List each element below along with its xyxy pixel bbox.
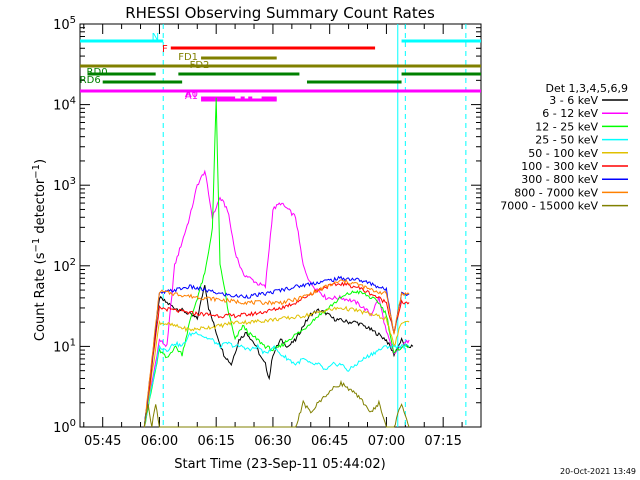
y-axis-label-mid: detector	[33, 178, 48, 238]
legend-entry-label: 800 - 7000 keV	[514, 186, 598, 199]
flag-bar-label: F	[162, 44, 168, 55]
flag-bar-label: N	[152, 32, 159, 43]
legend-entry-label: 25 - 50 keV	[535, 134, 598, 147]
series-line	[143, 305, 410, 428]
legend-entry-label: 12 - 25 keV	[535, 120, 598, 133]
flag-bar-label: RD0	[87, 67, 108, 78]
series-line	[143, 278, 410, 428]
legend-title: Det 1,3,4,5,6,9	[545, 82, 628, 95]
y-axis-label-sup2: −1	[31, 164, 42, 179]
series-line	[143, 169, 410, 428]
series-line	[143, 275, 410, 428]
y-tick-label: 100	[53, 418, 76, 436]
y-axis-label-end: )	[33, 159, 48, 164]
x-tick-label: 06:15	[197, 434, 234, 449]
flag-bar-label: RD6	[80, 75, 101, 86]
x-axis-label: Start Time (23-Sep-11 05:44:02)	[174, 457, 385, 472]
series-line	[143, 379, 410, 428]
x-tick-label: 06:00	[141, 434, 178, 449]
legend-entry-label: 50 - 100 keV	[528, 147, 598, 160]
y-axis-label-main: Count Rate (s	[33, 252, 48, 341]
flag-bar-label: A1	[185, 91, 198, 102]
series-line	[143, 281, 410, 428]
y-axis-label: Count Rate (s−1 detector−1)	[31, 159, 48, 341]
flag-bar-label: FD1	[178, 52, 198, 63]
flag-bar-label: A0	[185, 89, 198, 100]
y-tick-label: 101	[53, 337, 76, 355]
x-tick-label: 06:30	[254, 434, 291, 449]
legend-entry-label: 300 - 800 keV	[521, 173, 598, 186]
legend-entry-label: 6 - 12 keV	[542, 107, 598, 120]
legend-entry-label: 3 - 6 keV	[549, 94, 598, 107]
y-tick-label: 104	[53, 96, 76, 114]
legend-entry-label: 100 - 300 keV	[521, 160, 598, 173]
y-tick-label: 102	[53, 257, 76, 275]
y-tick-label: 103	[53, 176, 76, 194]
x-tick-label: 07:00	[368, 434, 405, 449]
series-line	[143, 331, 410, 428]
plot-timestamp: 20-Oct-2021 13:49	[560, 467, 636, 476]
series-line	[143, 97, 410, 428]
x-tick-label: 07:15	[424, 434, 461, 449]
y-axis-label-sup1: −1	[31, 238, 42, 253]
chart-title: RHESSI Observing Summary Count Rates	[125, 4, 435, 22]
legend-entry-label: 7000 - 15000 keV	[500, 200, 598, 213]
x-tick-label: 05:45	[84, 434, 121, 449]
x-tick-label: 06:45	[311, 434, 348, 449]
y-tick-label: 105	[53, 15, 76, 33]
